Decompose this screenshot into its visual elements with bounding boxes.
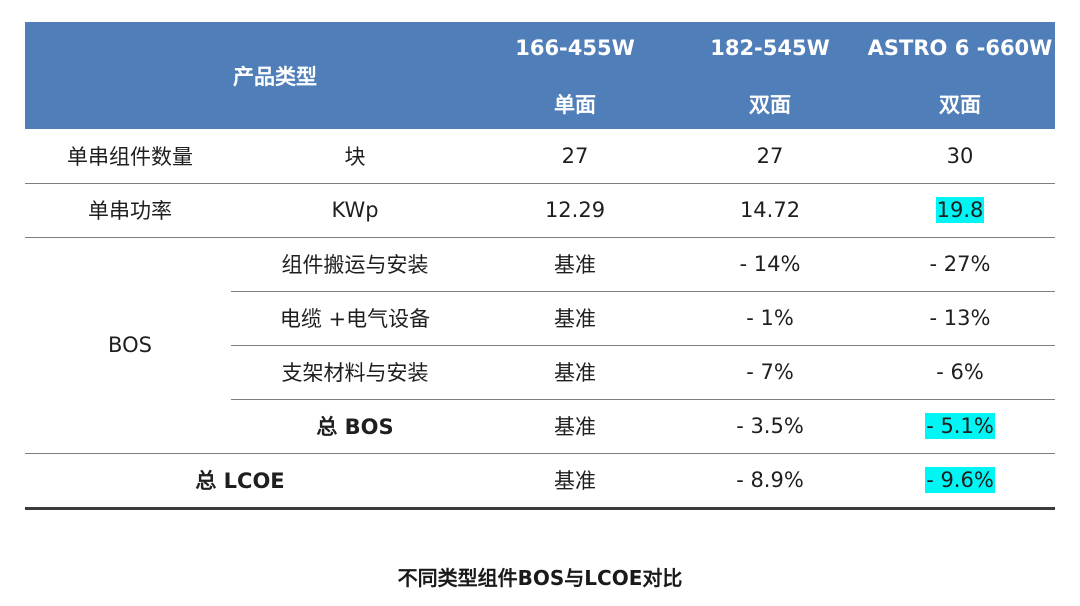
header-col-1-name: 166-455W: [515, 36, 635, 60]
table-bottom-rule: [25, 507, 1055, 510]
row-bracket-val-1: 基准: [554, 361, 596, 385]
row-install-val-2: - 14%: [739, 252, 801, 276]
row-bracket-label: 支架材料与安装: [281, 361, 429, 385]
row-cable-val-3: - 13%: [929, 306, 991, 330]
row-install-val-3: - 27%: [929, 252, 991, 276]
table-header: [25, 22, 1055, 129]
row-bracket-val-3: - 6%: [936, 360, 984, 384]
table-caption: 不同类型组件BOS与LCOE对比: [397, 566, 683, 590]
row-bos-total-val-3-cell: - 5.1%: [865, 399, 1055, 453]
row-bos-total-val-3: - 5.1%: [925, 413, 995, 439]
row-bracket-val-2: - 7%: [746, 360, 794, 384]
row-divider: [231, 399, 1055, 400]
row-power-val-1: 12.29: [544, 198, 606, 222]
header-col-3-type: 双面: [939, 93, 981, 117]
row-bos-total-val-2: - 3.5%: [736, 414, 804, 438]
header-product-type: 产品类型: [233, 65, 317, 89]
row-lcoe-val-3: - 9.6%: [925, 467, 995, 493]
row-bos-total-val-1: 基准: [554, 415, 596, 439]
row-lcoe-label: 总 LCOE: [195, 469, 285, 493]
row-power-val-3: 19.8: [935, 197, 985, 223]
row-modules-label: 单串组件数量: [67, 145, 193, 169]
row-modules-val-1: 27: [561, 144, 589, 168]
row-cable-val-1: 基准: [554, 307, 596, 331]
row-power-unit: KWp: [331, 198, 379, 222]
header-col-3-name: ASTRO 6 -660W: [867, 36, 1053, 60]
row-cable-label: 电缆 +电气设备: [279, 307, 431, 331]
row-divider: [25, 453, 1055, 454]
row-divider: [231, 345, 1055, 346]
row-divider: [231, 291, 1055, 292]
row-power-val-2: 14.72: [739, 198, 801, 222]
header-col-1-type: 单面: [554, 93, 596, 117]
header-col-2-type: 双面: [749, 93, 791, 117]
row-modules-val-3: 30: [946, 144, 974, 168]
row-modules-val-2: 27: [756, 144, 784, 168]
row-power-label: 单串功率: [88, 199, 172, 223]
row-divider: [25, 183, 1055, 184]
row-cable-val-2: - 1%: [746, 306, 794, 330]
row-modules-unit: 块: [344, 145, 366, 169]
row-install-label: 组件搬运与安装: [281, 253, 429, 277]
row-divider: [25, 237, 1055, 238]
row-power-val-3-cell: 19.8: [865, 183, 1055, 237]
bos-group-label: BOS: [108, 333, 152, 357]
row-lcoe-val-1: 基准: [554, 469, 596, 493]
header-col-2-name: 182-545W: [710, 36, 830, 60]
row-lcoe-val-2: - 8.9%: [736, 468, 804, 492]
row-bos-total-label: 总 BOS: [316, 415, 394, 439]
comparison-table: 产品类型 166-455W 182-545W ASTRO 6 -660W 单面 …: [25, 22, 1055, 510]
row-lcoe-val-3-cell: - 9.6%: [865, 453, 1055, 507]
row-install-val-1: 基准: [554, 253, 596, 277]
